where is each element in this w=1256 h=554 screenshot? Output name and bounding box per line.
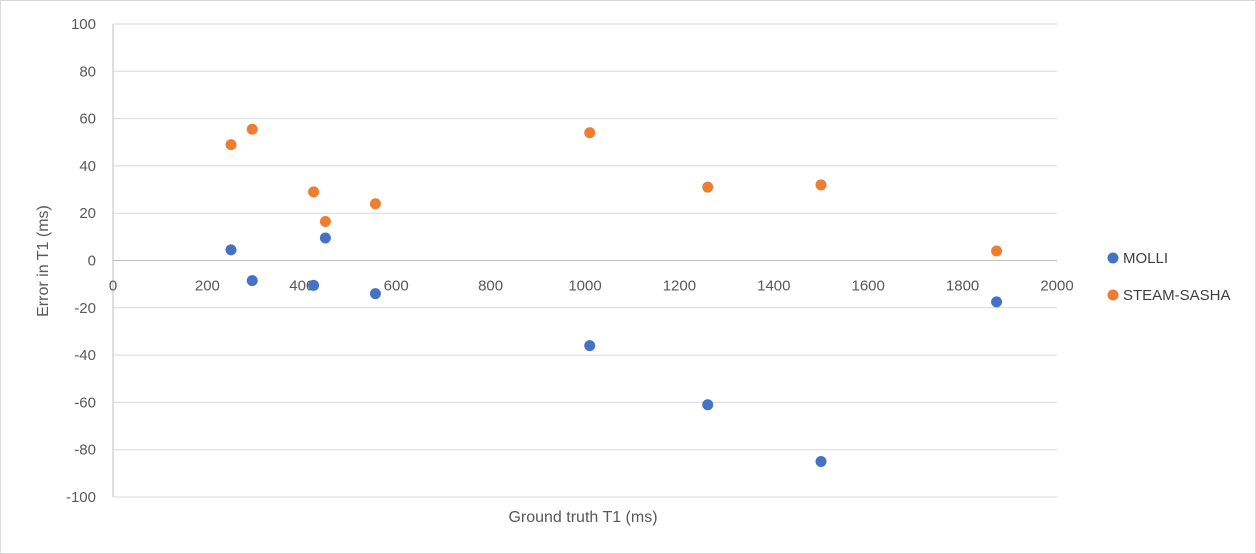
point-steam-sasha-4	[369, 198, 381, 210]
y-tick-label: -60	[74, 394, 96, 411]
legend-marker	[1107, 289, 1119, 301]
y-tick-label: 80	[79, 63, 96, 80]
legend-label: STEAM-SASHA	[1123, 287, 1231, 304]
y-tick-label: -80	[74, 442, 96, 459]
point-steam-sasha-0	[225, 139, 237, 151]
x-tick-label: 1200	[663, 278, 696, 295]
point-molli-7	[815, 456, 827, 468]
point-molli-2	[308, 279, 320, 291]
point-molli-6	[702, 399, 714, 411]
x-tick-label: 1000	[568, 278, 601, 295]
y-tick-label: 100	[71, 16, 96, 33]
point-molli-8	[991, 296, 1003, 308]
point-molli-1	[246, 275, 258, 287]
y-tick-label: -40	[74, 347, 96, 364]
y-tick-label: -20	[74, 300, 96, 317]
axes	[112, 24, 1057, 497]
point-steam-sasha-1	[246, 123, 258, 135]
x-tick-label: 1800	[946, 278, 979, 295]
x-tick-label: 600	[384, 278, 409, 295]
y-axis-title: Error in T1 (ms)	[35, 205, 52, 317]
data-points	[225, 123, 1003, 468]
legend-item: MOLLI	[1107, 250, 1168, 267]
y-tick-label: 60	[79, 111, 96, 128]
point-molli-5	[584, 340, 596, 352]
point-molli-3	[319, 232, 331, 244]
point-steam-sasha-5	[584, 127, 596, 139]
x-tick-label: 400	[289, 278, 314, 295]
point-steam-sasha-2	[308, 186, 320, 198]
legend-marker	[1107, 252, 1119, 264]
point-molli-4	[369, 288, 381, 300]
gridlines	[113, 23, 1057, 498]
x-tick-label: 2000	[1040, 278, 1073, 295]
x-tick-label: 800	[478, 278, 503, 295]
y-tick-labels: 100 80 60 40 20 0 -20 -40 -60 -80 -100	[66, 16, 96, 506]
point-steam-sasha-6	[702, 181, 714, 193]
x-tick-label: 0	[109, 278, 117, 295]
y-tick-label: 40	[79, 158, 96, 175]
x-tick-labels: 0 200 400 600 800 1000 1200 1400 1600 1800 2000	[109, 278, 1074, 295]
y-tick-label: 20	[79, 205, 96, 222]
point-molli-0	[225, 244, 237, 256]
x-tick-label: 1600	[852, 278, 885, 295]
x-tick-label: 200	[195, 278, 220, 295]
y-tick-label: 0	[88, 253, 96, 270]
x-tick-label: 1400	[757, 278, 790, 295]
legend-item: STEAM-SASHA	[1107, 287, 1231, 304]
x-axis-title: Ground truth T1 (ms)	[508, 509, 657, 526]
legend: MOLLI STEAM-SASHA	[1107, 250, 1231, 304]
y-tick-label: -100	[66, 489, 96, 506]
point-steam-sasha-7	[815, 179, 827, 191]
legend-label: MOLLI	[1123, 250, 1168, 267]
point-steam-sasha-8	[991, 245, 1003, 257]
point-steam-sasha-3	[319, 215, 331, 227]
